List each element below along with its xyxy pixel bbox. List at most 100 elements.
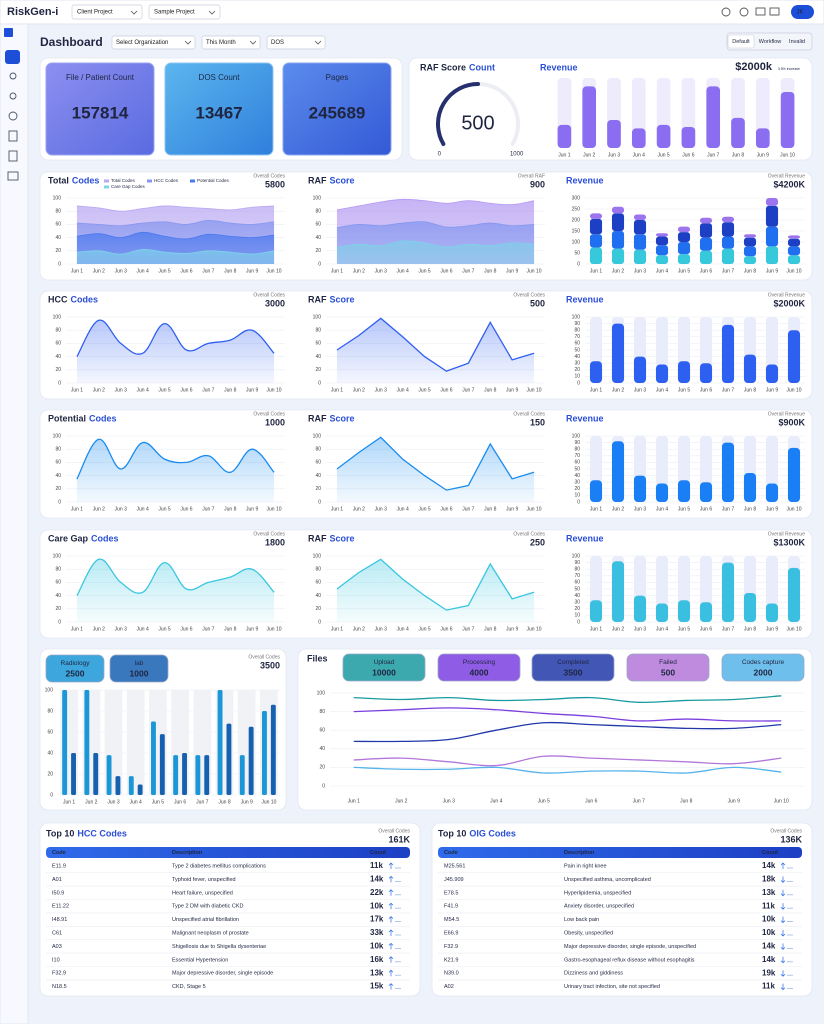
code: C61 — [52, 930, 62, 936]
icon[interactable] — [755, 7, 766, 16]
client-dropdown[interactable] — [71, 4, 143, 20]
icon[interactable] — [721, 7, 731, 17]
stat-value: 3500 — [564, 667, 583, 677]
kpi-card — [45, 62, 155, 156]
view-button[interactable]: Invalid — [789, 39, 805, 45]
x-tick-label: Jun 1 — [590, 626, 602, 632]
description: Low back pain — [564, 917, 599, 923]
nav-icon[interactable] — [8, 111, 18, 121]
x-tick-label: Jun 6 — [180, 626, 192, 632]
y-tick-label: 10 — [574, 613, 580, 619]
y-tick-label: 60 — [574, 580, 580, 586]
trend-arrow — [780, 903, 786, 910]
count: 13k — [370, 968, 384, 977]
top-icons[interactable] — [721, 7, 780, 17]
count: 11k — [762, 982, 775, 991]
view-button[interactable]: Default — [732, 39, 750, 45]
stat-value: 10000 — [372, 667, 396, 677]
nav-icon[interactable] — [8, 150, 18, 162]
line — [353, 721, 782, 743]
sidebar-icons[interactable] — [4, 28, 20, 181]
x-tick-label: Jun 4 — [656, 387, 668, 393]
kpi-label: DOS Count — [199, 73, 241, 82]
view-button[interactable]: Workflow — [759, 39, 782, 45]
icon[interactable] — [739, 7, 749, 17]
project-dropdown[interactable] — [148, 4, 221, 20]
x-tick-label: Jun 7 — [722, 268, 734, 274]
overall-value: $1300K — [773, 537, 805, 547]
bar-segment — [765, 226, 779, 247]
x-tick-label: Jun 2 — [353, 506, 365, 512]
bar — [655, 483, 669, 502]
column-header: Description — [172, 850, 203, 856]
description: Urinary tract infection, site not specif… — [564, 984, 660, 990]
count: 15k — [370, 982, 384, 991]
code: N39.0 — [444, 971, 459, 977]
y-tick-label: 90 — [574, 321, 580, 327]
x-tick-label: Jun 2 — [583, 152, 595, 158]
bar — [239, 755, 245, 795]
x-tick-label: Jun 8 — [484, 387, 496, 393]
area — [336, 318, 535, 383]
chevron — [184, 40, 192, 45]
nav-home[interactable] — [5, 50, 20, 64]
filter-dropdown[interactable] — [201, 35, 261, 50]
overall-value: 136K — [780, 834, 802, 844]
count: 10k — [370, 942, 384, 951]
nav-toggle[interactable] — [4, 28, 13, 37]
chart-title: Care Gap — [48, 533, 89, 543]
bar — [787, 447, 801, 502]
x-tick-label: Jun 9 — [728, 798, 740, 804]
chart-title: RAF Score — [420, 62, 466, 72]
trend-arrow — [388, 889, 394, 896]
filter-dropdown[interactable] — [111, 35, 196, 50]
nav-icon[interactable] — [8, 130, 18, 142]
y-tick-label: 20 — [47, 771, 53, 777]
stat-card — [45, 654, 105, 683]
table-title-accent: HCC Codes — [77, 828, 127, 838]
bar-segment — [699, 250, 713, 264]
bar — [677, 480, 691, 502]
y-tick-label: 80 — [315, 328, 321, 334]
bar-segment — [589, 213, 603, 219]
line — [353, 766, 782, 774]
x-tick-label: Jun 3 — [375, 387, 387, 393]
x-tick-label: Jun 6 — [700, 387, 712, 393]
x-tick-label: Jun 4 — [137, 506, 149, 512]
filter-label: This Month — [206, 40, 236, 46]
x-tick-label: Jun 6 — [440, 268, 452, 274]
y-tick-label: 80 — [55, 447, 61, 453]
x-tick-label: Jun 1 — [348, 798, 360, 804]
bar-segment — [699, 223, 713, 238]
x-tick-label: Jun 3 — [608, 152, 620, 158]
bar — [589, 361, 603, 383]
legend-label: HCC Codes — [154, 178, 179, 183]
avatar[interactable] — [791, 5, 814, 19]
x-tick-label: Jun 10 — [267, 626, 282, 632]
nav-icon[interactable] — [9, 92, 17, 100]
y-tick-label: 10 — [574, 374, 580, 380]
x-tick-label: Jun 10 — [786, 387, 801, 393]
stat-card — [531, 653, 615, 682]
y-tick-label: 90 — [574, 560, 580, 566]
x-tick-label: Jun 10 — [774, 798, 789, 804]
description: Essential Hypertension — [172, 957, 228, 963]
code: M54.5 — [444, 917, 459, 923]
nav-icon[interactable] — [9, 72, 17, 80]
x-tick-label: Jun 7 — [196, 799, 208, 805]
view-button-active[interactable] — [727, 34, 755, 49]
nav-icon[interactable] — [7, 171, 19, 181]
overall-value: 3500 — [260, 660, 280, 670]
x-tick-label: Jun 5 — [418, 387, 430, 393]
chart-title: RAF — [308, 413, 327, 423]
code: E66.9 — [444, 930, 458, 936]
filter-dropdown[interactable] — [266, 35, 326, 50]
description: Unspecified atrial fibrillation — [172, 917, 239, 923]
x-tick-label: Jun 1 — [331, 506, 343, 512]
x-tick-label: Jun 6 — [180, 387, 192, 393]
x-tick-label: Jun 10 — [267, 506, 282, 512]
x-tick-label: Jun 1 — [71, 268, 83, 274]
count: 16k — [370, 955, 384, 964]
y-tick-label: 70 — [574, 573, 580, 579]
x-tick-label: Jun 6 — [682, 152, 694, 158]
